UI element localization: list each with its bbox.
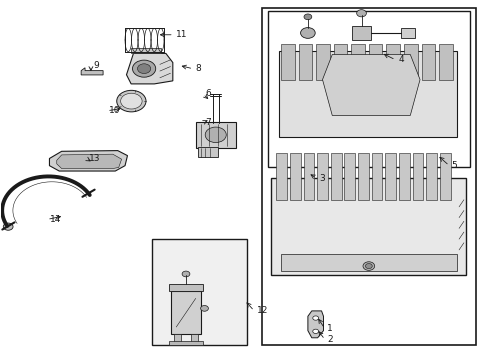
Text: 7: 7 — [205, 118, 211, 127]
Circle shape — [356, 10, 366, 17]
Polygon shape — [57, 154, 122, 168]
Bar — [168, 284, 203, 291]
Circle shape — [362, 262, 374, 270]
Circle shape — [182, 271, 189, 277]
Bar — [261, 8, 475, 345]
Bar — [400, 28, 414, 39]
Text: 2: 2 — [327, 335, 332, 344]
Polygon shape — [49, 150, 127, 171]
Bar — [438, 44, 452, 80]
Text: 8: 8 — [195, 64, 201, 73]
Text: 1: 1 — [327, 324, 332, 333]
Circle shape — [137, 64, 150, 73]
Bar — [168, 341, 203, 345]
Circle shape — [121, 93, 142, 109]
Bar — [439, 153, 450, 200]
Bar — [173, 334, 181, 342]
Circle shape — [365, 264, 371, 269]
Bar — [281, 44, 294, 80]
Bar — [351, 26, 370, 40]
Bar — [195, 122, 235, 148]
Bar — [412, 153, 423, 200]
Bar — [357, 153, 368, 200]
Bar — [403, 44, 417, 80]
Polygon shape — [307, 311, 323, 338]
Polygon shape — [126, 53, 172, 84]
Bar — [368, 44, 382, 80]
Bar — [386, 44, 399, 80]
Text: 3: 3 — [319, 174, 324, 183]
Bar — [330, 153, 341, 200]
Text: 4: 4 — [397, 55, 403, 64]
Bar — [278, 51, 456, 137]
Bar — [371, 153, 382, 200]
Text: 9: 9 — [93, 61, 99, 70]
Circle shape — [205, 127, 226, 143]
Polygon shape — [322, 54, 419, 116]
Text: 12: 12 — [256, 306, 267, 315]
Bar — [198, 147, 217, 157]
Circle shape — [200, 306, 208, 311]
Bar — [281, 253, 456, 271]
Circle shape — [117, 90, 146, 112]
Bar — [317, 153, 327, 200]
Bar — [350, 44, 364, 80]
Text: 13: 13 — [88, 154, 100, 163]
Bar — [421, 44, 434, 80]
Circle shape — [312, 316, 318, 320]
Bar — [298, 44, 312, 80]
Bar — [316, 44, 329, 80]
Bar — [131, 48, 160, 53]
Bar — [385, 153, 395, 200]
Bar — [289, 153, 300, 200]
Circle shape — [300, 28, 315, 39]
Text: 10: 10 — [109, 106, 121, 115]
Bar — [171, 291, 200, 334]
Bar — [426, 153, 436, 200]
Circle shape — [304, 14, 311, 20]
Bar — [398, 153, 409, 200]
Bar — [152, 239, 246, 345]
Polygon shape — [81, 68, 103, 75]
Circle shape — [132, 60, 155, 77]
Bar — [344, 153, 354, 200]
Circle shape — [312, 329, 318, 333]
Text: 14: 14 — [49, 215, 61, 224]
Bar — [267, 12, 469, 167]
Bar — [271, 178, 466, 275]
Text: 5: 5 — [451, 161, 457, 170]
Text: 11: 11 — [176, 30, 187, 39]
Bar — [276, 153, 286, 200]
Circle shape — [3, 223, 13, 230]
Text: 6: 6 — [205, 89, 211, 98]
Bar — [303, 153, 314, 200]
Bar — [190, 334, 198, 342]
Bar — [333, 44, 346, 80]
